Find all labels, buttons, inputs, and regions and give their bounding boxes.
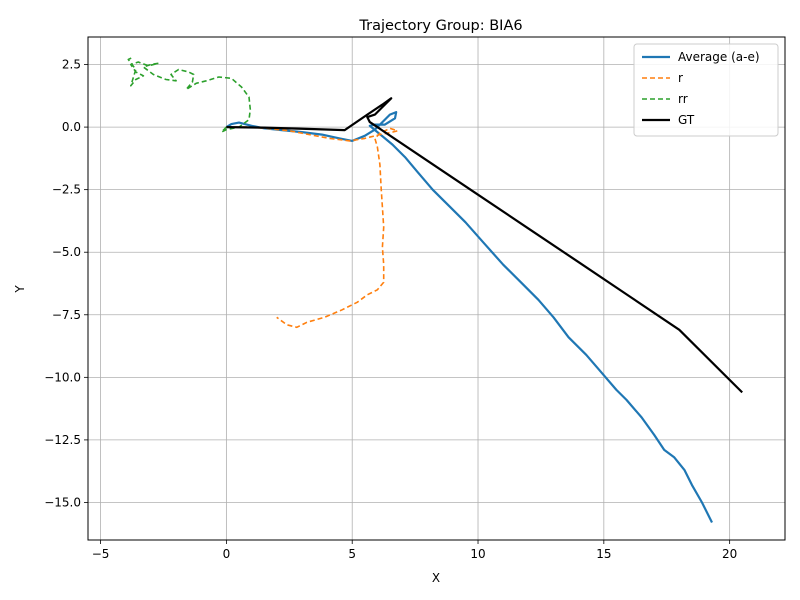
- x-tick-label: 15: [596, 547, 611, 561]
- legend-label-average-a-e: Average (a-e): [678, 50, 760, 64]
- series-line-average-a-e: [225, 111, 713, 523]
- legend-label-r: r: [678, 71, 683, 85]
- y-tick-label: −12.5: [44, 433, 81, 447]
- series-line-gt: [226, 97, 743, 394]
- x-tick-label: 10: [470, 547, 485, 561]
- plot-frame: [87, 36, 786, 541]
- legend-box: [633, 43, 779, 137]
- x-tick-label: −5: [92, 547, 110, 561]
- y-tick-label: −5.0: [52, 245, 81, 259]
- x-tick-label: 20: [722, 547, 737, 561]
- y-tick-label: 0.0: [62, 120, 81, 134]
- x-tick-label: 5: [348, 547, 356, 561]
- series-lines: [127, 56, 743, 523]
- x-axis-label: X: [432, 571, 440, 585]
- y-tick-label: 2.5: [62, 58, 81, 72]
- legend-label-rr: rr: [678, 92, 688, 106]
- y-tick-label: −15.0: [44, 495, 81, 509]
- y-axis-label: Y: [13, 285, 27, 294]
- series-line-r: [226, 126, 399, 329]
- legend-label-gt: GT: [678, 113, 695, 127]
- series-line-rr: [127, 56, 252, 133]
- y-tick-label: −2.5: [52, 183, 81, 197]
- x-tick-label: 0: [223, 547, 231, 561]
- y-tick-label: −7.5: [52, 308, 81, 322]
- y-tick-label: −10.0: [44, 370, 81, 384]
- axis-ticks: −5 0 5 10 15 20 2.5 0.0 −2.5 −5.0 −7.5 −10.0 −12.5 −1…: [44, 58, 737, 561]
- chart-title: Trajectory Group: BIA6: [358, 18, 522, 34]
